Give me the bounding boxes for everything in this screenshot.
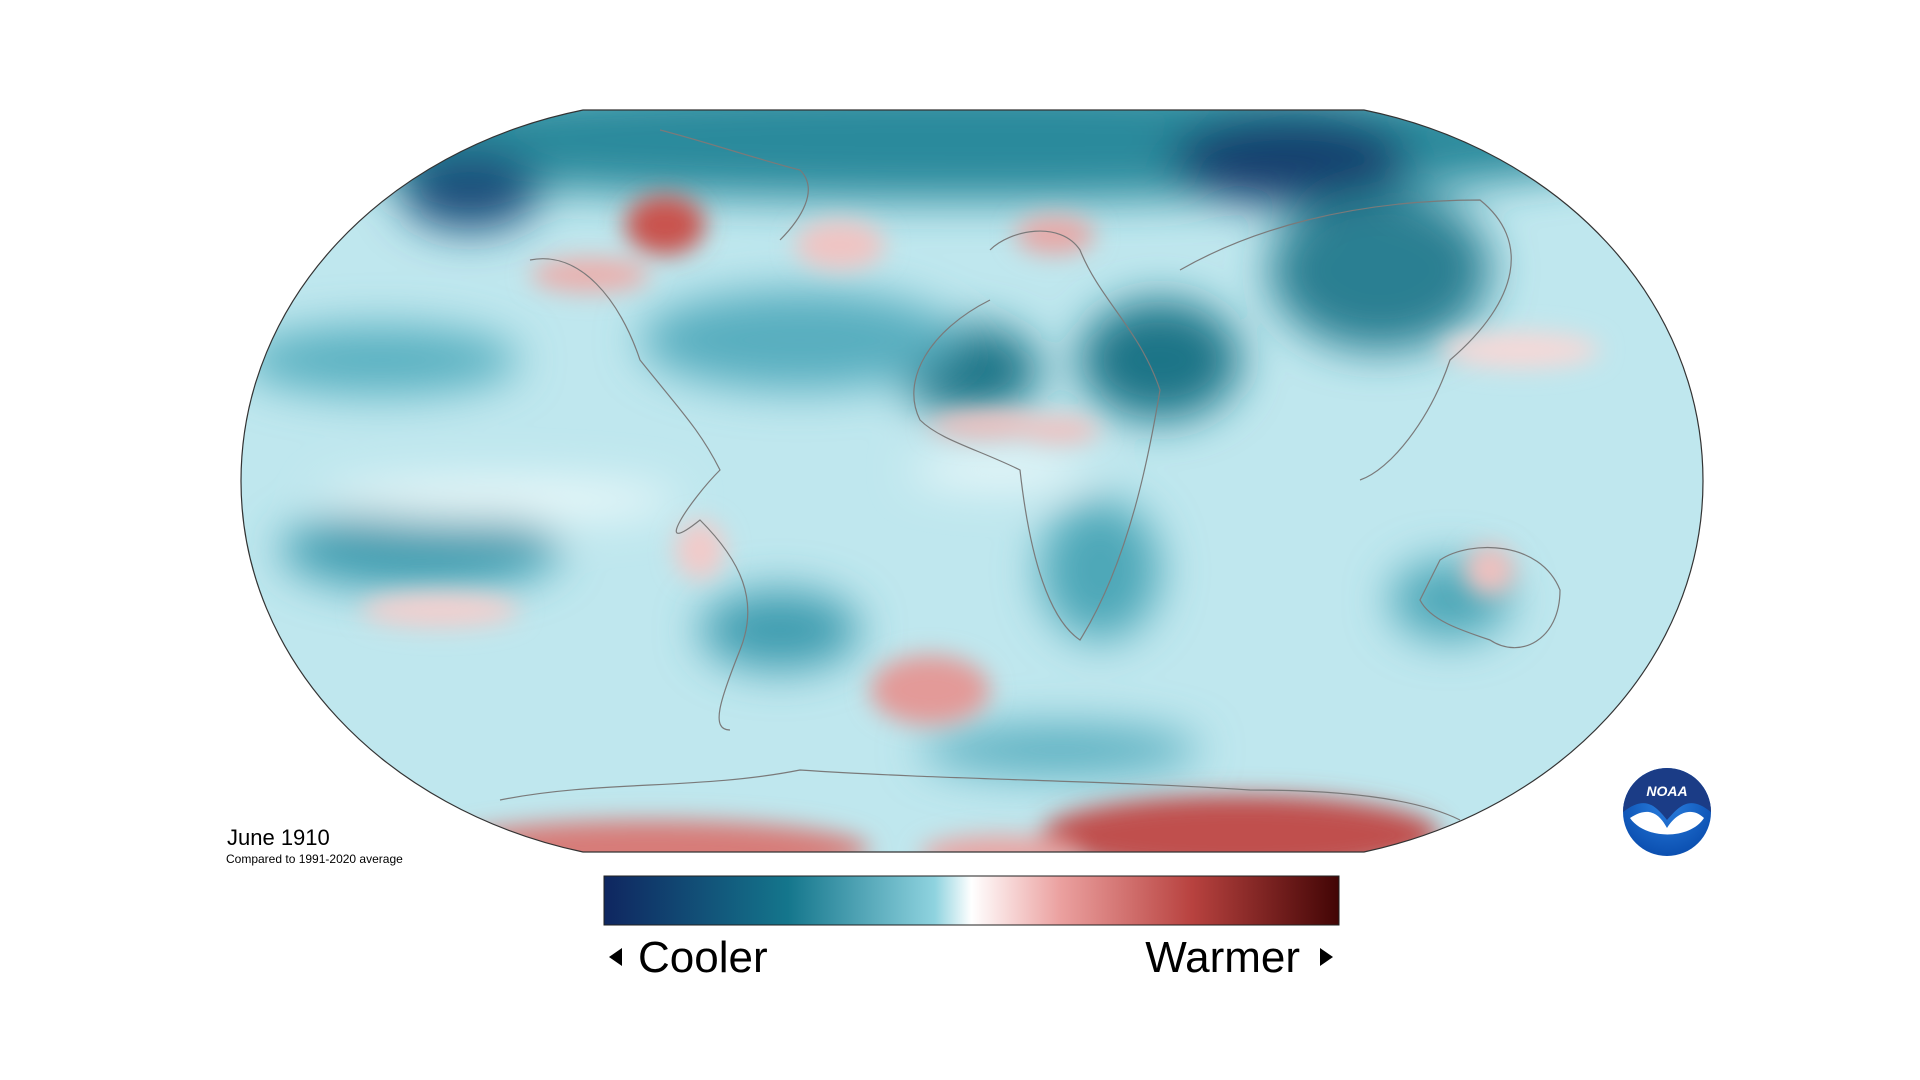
legend-low: Cooler [638, 933, 768, 982]
color-scale [603, 875, 1340, 926]
logo-text: NOAA [1646, 783, 1687, 799]
cooler-arrow [609, 948, 622, 966]
map-title: June 1910 [227, 825, 330, 850]
antarctic-band [430, 795, 1440, 852]
coastlines [499, 129, 1561, 821]
map-outline [240, 109, 1704, 853]
legend-high: Warmer [1145, 933, 1300, 982]
anomaly-patches [241, 110, 1670, 775]
warmer-arrow [1320, 948, 1333, 966]
map-subtitle: Compared to 1991-2020 average [226, 852, 403, 866]
noaa-logo: NOAA [1623, 768, 1711, 856]
anomaly-field [241, 110, 1703, 852]
warm-patches [360, 195, 1600, 725]
logo-bird [1630, 811, 1704, 835]
logo-top [1623, 768, 1711, 820]
